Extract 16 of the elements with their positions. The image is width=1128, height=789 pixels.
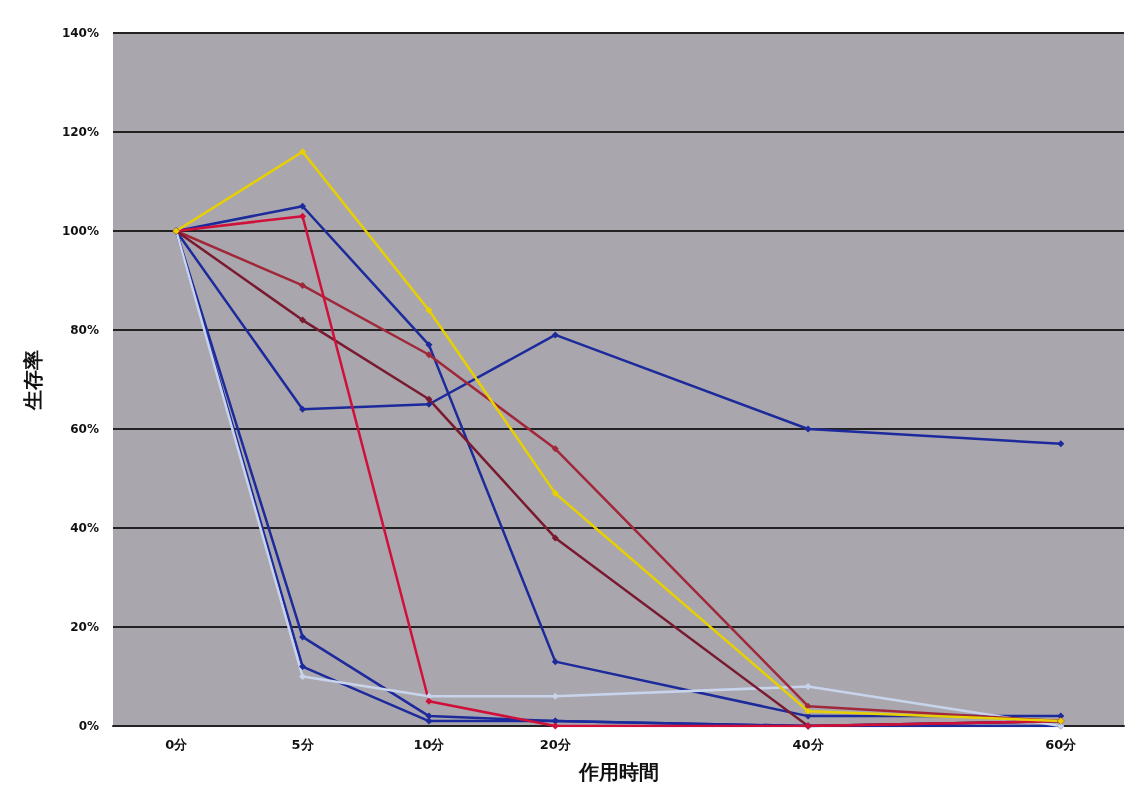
- y-tick-label: 0%: [78, 719, 99, 733]
- x-tick-label: 0分: [165, 737, 189, 752]
- x-tick-label: 5分: [291, 737, 315, 752]
- y-tick-label: 80%: [70, 323, 99, 337]
- x-tick-label: 10分: [413, 737, 446, 752]
- x-axis-title: 作用時間: [577, 760, 659, 784]
- x-tick-label: 20分: [539, 737, 572, 752]
- y-tick-label: 140%: [61, 26, 99, 40]
- x-tick-label: 60分: [1045, 737, 1078, 752]
- y-tick-label: 40%: [70, 521, 99, 535]
- y-tick-label: 120%: [61, 125, 99, 139]
- y-tick-label: 100%: [61, 224, 99, 238]
- y-axis-title: 生存率: [21, 349, 45, 411]
- x-tick-label: 40分: [792, 737, 825, 752]
- y-tick-label: 60%: [70, 422, 99, 436]
- y-tick-label: 20%: [70, 620, 99, 634]
